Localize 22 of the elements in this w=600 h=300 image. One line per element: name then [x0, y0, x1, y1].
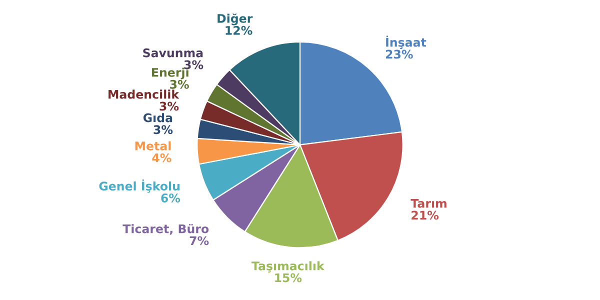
data-label: 3%: [184, 60, 204, 70]
data-label: 6%: [161, 194, 180, 202]
data-label: 12%: [226, 26, 252, 35]
slice-label: Diğer: [218, 13, 253, 26]
slice-label: Savunma: [143, 48, 203, 58]
slice-label: İnşaat: [386, 36, 426, 49]
slice-label: Gıda: [143, 113, 172, 122]
slice-label: Taşımacılık: [252, 261, 325, 272]
data-label: 7%: [190, 236, 209, 246]
slice-label: Tarım: [410, 199, 446, 208]
data-label: 4%: [152, 153, 172, 162]
slice-label: Genel İşkolu: [99, 179, 180, 193]
data-label: 3%: [160, 102, 179, 111]
slice-label: Enerji: [152, 68, 188, 80]
slice-label: Metal: [135, 141, 171, 150]
data-label: 21%: [412, 210, 439, 220]
data-label: 3%: [170, 80, 189, 89]
data-label: 3%: [154, 125, 173, 134]
slice-label: Madencilik: [108, 90, 180, 99]
slice-label: Ticaret, Büro: [122, 224, 209, 235]
data-label: 15%: [275, 273, 302, 282]
data-label: 23%: [386, 50, 413, 59]
